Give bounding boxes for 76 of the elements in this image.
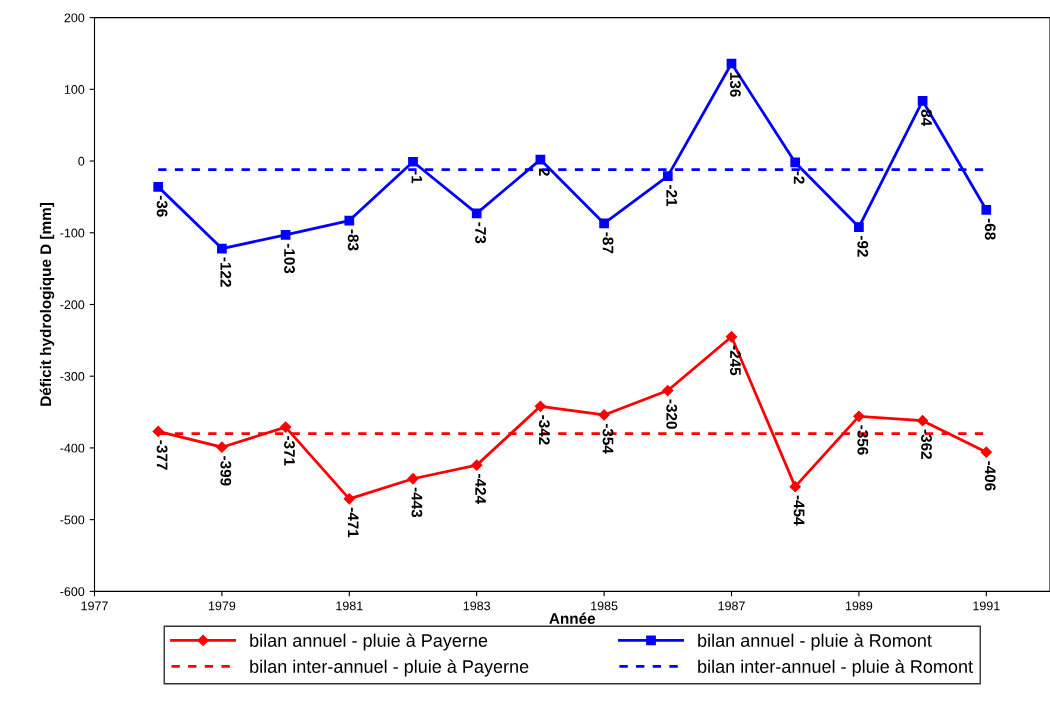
point [662,171,673,181]
point [854,222,864,232]
legend-label: bilan annuel - pluie à Payerne [250,633,488,651]
point [280,230,291,240]
data-label: -354 [602,423,614,454]
y-tick-label: -400 [60,443,85,453]
point [407,473,419,485]
data-label: -454 [793,495,805,526]
data-label: -342 [538,415,550,445]
data-label: 2 [539,168,550,176]
point [853,410,865,422]
point [725,331,738,343]
x-tick-label: 1987 [718,601,745,611]
data-label: -122 [220,257,232,287]
data-label: -406 [984,461,996,491]
point [598,409,610,421]
point [789,481,801,493]
y-tick-label: 0 [78,156,85,166]
data-label: -471 [347,507,359,538]
data-label: -92 [857,235,869,257]
data-label: -377 [156,440,168,470]
y-tick-label: -300 [60,372,85,381]
data-label: -245 [730,345,741,376]
data-label: -1 [411,170,423,184]
point [534,400,547,412]
point [153,181,164,192]
x-tick-label: 1983 [463,601,491,611]
point [344,215,355,226]
data-label: -399 [220,456,232,486]
data-label: -36 [156,195,168,217]
point [599,218,609,229]
data-label: -103 [284,243,295,274]
point [981,204,992,215]
data-label: -443 [411,487,423,518]
legend-label: bilan annuel - pluie à Romont [698,633,932,651]
x-tick-label: 1985 [591,601,618,611]
x-tick-label: 1989 [845,601,873,611]
y-tick-label: -500 [60,515,85,525]
data-label: 136 [729,72,741,97]
point [408,156,418,167]
y-axis-title: Déficit hydrologique D [mm] [39,203,55,406]
data-label: 84 [921,109,932,127]
x-tick-label: 1991 [973,601,1000,611]
x-tick-label: 1977 [81,601,108,611]
data-label: -68 [984,218,996,240]
y-tick-label: -100 [60,228,85,238]
legend-label: bilan inter-annuel - pluie à Romont [698,659,973,677]
x-tick-label: 1979 [208,601,236,611]
legend-label: bilan inter-annuel - pluie à Payerne [250,659,529,677]
y-tick-label: -600 [60,587,85,597]
y-tick-label: 200 [64,13,85,23]
point [343,493,355,505]
point [917,95,928,106]
data-label: -320 [666,399,678,429]
data-label: -371 [284,436,295,466]
point [279,421,292,433]
data-label: -73 [475,222,487,244]
point [217,243,227,254]
y-tick-label: 100 [64,85,85,94]
point [662,384,674,397]
data-label: -87 [602,232,614,254]
x-axis-title: Année [549,612,596,624]
point [471,459,483,471]
data-label: -356 [857,425,869,455]
data-label: -362 [921,429,932,459]
y-tick-label: -200 [60,300,85,310]
point [471,208,482,219]
point [790,157,801,168]
point [916,415,929,427]
x-tick-label: 1981 [336,601,363,611]
data-label: -21 [666,185,678,207]
data-label: -2 [793,171,805,184]
data-label: -83 [347,229,359,251]
point [980,446,992,458]
point [216,441,228,453]
data-label: -424 [475,474,487,504]
